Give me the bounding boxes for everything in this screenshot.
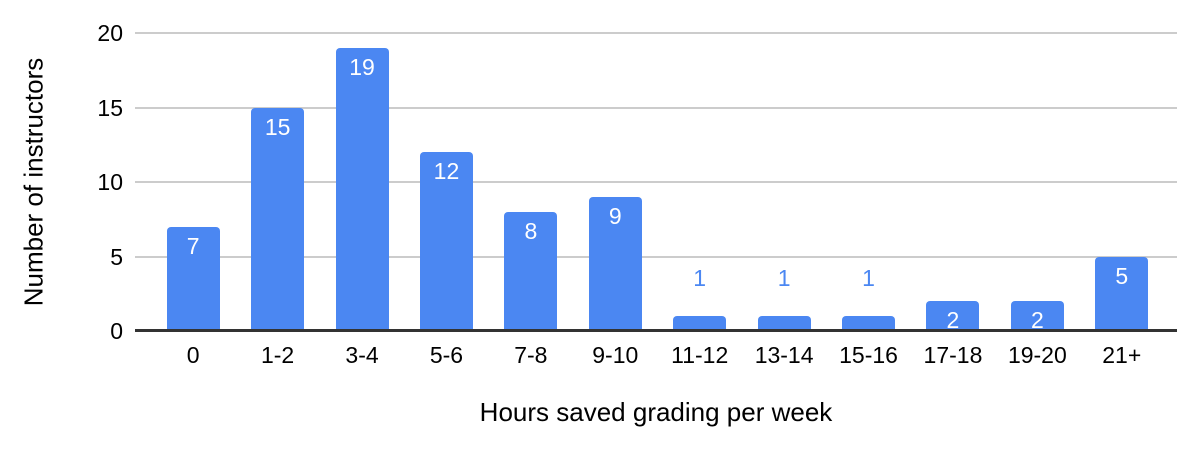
bar-slot: 5-6 12 xyxy=(404,33,488,368)
bar-3-4: 19 xyxy=(335,47,389,331)
bar-slot: 9-10 9 xyxy=(573,33,657,368)
bar-value-label: 1 xyxy=(862,265,875,292)
x-tick-label: 3-4 xyxy=(345,342,379,368)
x-tick-label: 5-6 xyxy=(429,342,464,368)
bar-5-6: 12 xyxy=(419,152,473,331)
plot-area: 0 7 1-2 15 3-4 19 5-6 12 7-8 8 9-10 9 1 11-12 1 13-14 1 1… xyxy=(135,32,1177,368)
bar-value-label: 15 xyxy=(264,113,291,140)
x-tick-label: 21+ xyxy=(1102,342,1142,368)
y-tick-label: 5 xyxy=(110,243,123,270)
bar-slot: 1-2 15 xyxy=(235,33,319,368)
x-tick-label: 13-14 xyxy=(754,342,814,368)
bar-slot: 17-18 2 xyxy=(911,33,995,368)
bar-value-label: 2 xyxy=(946,307,960,334)
bar-17-18: 2 xyxy=(926,301,980,334)
bar-value-label: 5 xyxy=(1115,262,1129,289)
bar-value-label: 2 xyxy=(1030,307,1044,334)
bar-slot: 19-20 2 xyxy=(995,33,1079,368)
bar-slot: 1 15-16 xyxy=(826,33,910,368)
y-tick-label: 20 xyxy=(97,20,123,46)
y-tick-label: 15 xyxy=(97,94,123,121)
bars-group: 0 7 1-2 15 3-4 19 5-6 12 7-8 8 9-10 9 1 11-12 1 13-14 1 1… xyxy=(151,33,1164,368)
bar-slot: 1 11-12 xyxy=(658,33,742,368)
bar-1-2: 15 xyxy=(251,107,305,331)
x-axis-line xyxy=(135,329,1177,332)
x-tick-label: 17-18 xyxy=(923,342,983,368)
bar-9-10: 9 xyxy=(588,196,642,331)
bar-13-14 xyxy=(757,316,811,331)
bar-value-label: 19 xyxy=(349,53,375,80)
bar-value-label: 8 xyxy=(524,217,538,244)
y-tick-label: 0 xyxy=(110,318,123,344)
x-tick-label: 11-12 xyxy=(671,342,729,368)
bar-7-8: 8 xyxy=(504,211,558,331)
x-tick-label: 7-8 xyxy=(514,342,548,368)
bar-value-label: 7 xyxy=(186,232,200,259)
bar-19-20: 2 xyxy=(1010,301,1064,334)
gridline xyxy=(135,32,1177,34)
y-axis-tick-labels: 0 5 10 15 20 xyxy=(0,21,123,343)
bar-slot: 1 13-14 xyxy=(742,33,826,368)
bar-slot: 7-8 8 xyxy=(489,33,573,368)
bar-11-12 xyxy=(673,316,727,331)
bar-0: 7 xyxy=(166,226,220,331)
bar-value-label: 1 xyxy=(693,265,707,292)
bar-15-16 xyxy=(842,316,896,331)
x-tick-label: 19-20 xyxy=(1007,342,1067,368)
bar-value-label: 1 xyxy=(777,265,791,292)
bar-slot: 3-4 19 xyxy=(320,33,404,368)
bar-value-label: 9 xyxy=(608,202,622,229)
gridline xyxy=(135,181,1177,183)
x-tick-label: 9-10 xyxy=(592,342,639,368)
bar-slot: 21+ 5 xyxy=(1080,33,1164,368)
x-axis-title: Hours saved grading per week xyxy=(479,397,833,427)
bar-21+: 5 xyxy=(1095,256,1149,331)
gridline xyxy=(135,106,1177,109)
x-tick-label: 15-16 xyxy=(839,342,898,368)
x-tick-label: 1-2 xyxy=(260,342,295,368)
gridline xyxy=(135,255,1177,258)
bar-value-label: 12 xyxy=(433,158,460,185)
y-tick-label: 10 xyxy=(97,169,123,195)
x-tick-label: 0 xyxy=(186,342,200,368)
